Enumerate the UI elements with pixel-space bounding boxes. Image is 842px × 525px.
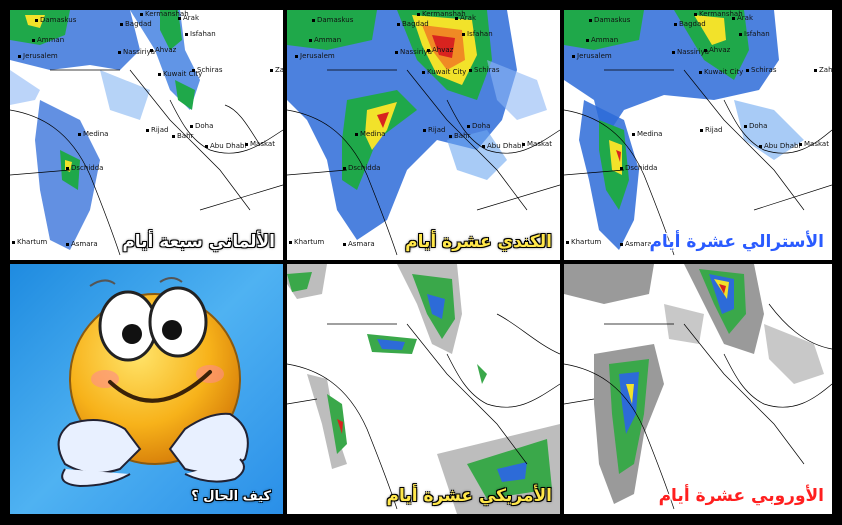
city-arak: Arak <box>178 14 199 22</box>
city-medina: Medina <box>632 130 662 138</box>
city-doha: Doha <box>190 122 213 130</box>
city-isfahan: Isfahan <box>462 30 493 38</box>
city-baghdad: Bagdad <box>120 20 152 28</box>
city-damascus: Damaskus <box>35 16 76 24</box>
city-kermanshah: Kermanshah <box>417 10 466 18</box>
precipitation-map <box>564 264 832 514</box>
city-bahrain: Bahr <box>172 132 193 140</box>
city-doha: Doha <box>467 122 490 130</box>
city-damascus: Damaskus <box>312 16 353 24</box>
city-amman: Amman <box>586 36 618 44</box>
city-baghdad: Bagdad <box>397 20 429 28</box>
city-asmara: Asmara <box>343 240 375 248</box>
city-damascus: Damaskus <box>589 16 630 24</box>
city-shiraz: Schiras <box>192 66 223 74</box>
city-ahvaz: Ahvaz <box>427 46 453 54</box>
precipitation-map <box>287 264 560 514</box>
city-abudhabi: Abu Dhabi <box>759 142 800 150</box>
city-abudhabi: Abu Dhabi <box>482 142 523 150</box>
city-kuwait: Kuwait City <box>158 70 202 78</box>
city-jeddah: Dschidda <box>66 164 103 172</box>
city-khartoum: Khartum <box>12 238 47 246</box>
city-muscat: Maskat <box>799 140 829 148</box>
city-jerusalem: Jerusalem <box>572 52 612 60</box>
city-zahedan: Zahe <box>270 66 283 74</box>
city-shiraz: Schiras <box>746 66 777 74</box>
city-doha: Doha <box>744 122 767 130</box>
city-jeddah: Dschidda <box>343 164 380 172</box>
city-bahrain: Bahr <box>449 132 470 140</box>
model-caption-german: الألماني سبعة أيام <box>122 232 275 252</box>
city-muscat: Maskat <box>245 140 275 148</box>
city-baghdad: Bagdad <box>674 20 706 28</box>
city-medina: Medina <box>355 130 385 138</box>
map-panel-european: الأوروبي عشرة أيام <box>564 264 832 514</box>
city-asmara: Asmara <box>66 240 98 248</box>
city-jeddah: Dschidda <box>620 164 657 172</box>
city-ahvaz: Ahvaz <box>704 46 730 54</box>
map-panel-australian: Damaskus Amman Jerusalem Bagdad Kermansh… <box>564 10 832 260</box>
model-caption-american: الأمريكي عشرة أيام <box>386 486 552 506</box>
model-caption-canadian: الكندي عشرة أيام <box>405 232 552 252</box>
city-riyadh: Rijad <box>146 126 169 134</box>
city-isfahan: Isfahan <box>739 30 770 38</box>
city-muscat: Maskat <box>522 140 552 148</box>
city-nasiriya: Nassiriya <box>395 48 432 56</box>
city-jerusalem: Jerusalem <box>18 52 58 60</box>
city-isfahan: Isfahan <box>185 30 216 38</box>
city-jerusalem: Jerusalem <box>295 52 335 60</box>
city-kermanshah: Kermanshah <box>694 10 743 18</box>
city-asmara: Asmara <box>620 240 652 248</box>
city-amman: Amman <box>309 36 341 44</box>
city-abudhabi: Abu Dhabi <box>205 142 246 150</box>
city-kermanshah: Kermanshah <box>140 10 189 18</box>
city-riyadh: Rijad <box>423 126 446 134</box>
city-riyadh: Rijad <box>700 126 723 134</box>
city-nasiriya: Nassiriya <box>672 48 709 56</box>
map-panel-german: Damaskus Amman Jerusalem Bagdad Kermansh… <box>10 10 283 260</box>
smiley-face-icon <box>57 277 249 488</box>
city-shiraz: Schiras <box>469 66 500 74</box>
city-amman: Amman <box>32 36 64 44</box>
city-arak: Arak <box>732 14 753 22</box>
city-khartoum: Khartum <box>289 238 324 246</box>
model-caption-australian: الأسترالي عشرة أيام <box>649 232 824 252</box>
emoji-panel: كيف الحال ؟ <box>10 264 283 514</box>
city-arak: Arak <box>455 14 476 22</box>
city-medina: Medina <box>78 130 108 138</box>
city-khartoum: Khartum <box>566 238 601 246</box>
emoji-caption: كيف الحال ؟ <box>191 489 271 504</box>
city-nasiriya: Nassiriya <box>118 48 155 56</box>
map-panel-american: الأمريكي عشرة أيام <box>287 264 560 514</box>
city-kuwait: Kuwait City <box>422 68 466 76</box>
model-caption-european: الأوروبي عشرة أيام <box>658 486 824 506</box>
map-panel-canadian: Damaskus Amman Jerusalem Bagdad Kermansh… <box>287 10 560 260</box>
city-kuwait: Kuwait City <box>699 68 743 76</box>
city-ahvaz: Ahvaz <box>150 46 176 54</box>
city-zahedan: Zahe <box>814 66 832 74</box>
precipitation-map <box>287 10 560 260</box>
